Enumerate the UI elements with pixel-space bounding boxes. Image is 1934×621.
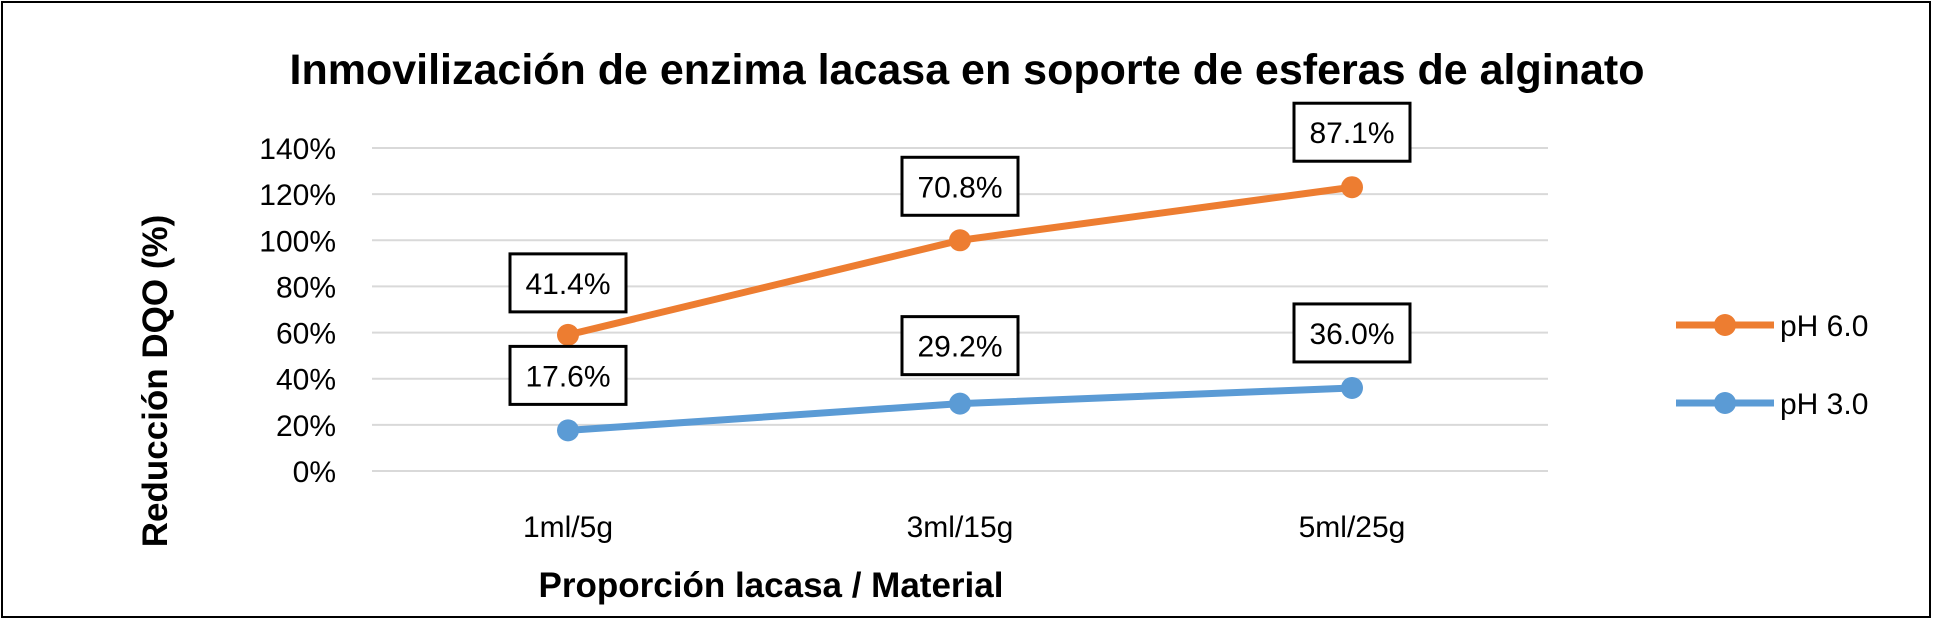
- y-axis-title: Reducción DQO (%): [136, 215, 175, 548]
- y-tick-label: 60%: [276, 318, 336, 351]
- legend-item: pH 6.0: [1676, 310, 1868, 343]
- series-ph-6-0: [557, 176, 1363, 346]
- data-label-text: 87.1%: [1309, 117, 1394, 150]
- y-axis-ticks: 0% 20% 40% 60% 80% 100% 120% 140%: [259, 133, 336, 489]
- data-point: [1341, 376, 1363, 399]
- data-point: [557, 323, 579, 346]
- x-tick-label: 3ml/15g: [907, 511, 1014, 544]
- data-label-text: 36.0%: [1309, 318, 1394, 351]
- y-tick-label: 80%: [276, 271, 336, 304]
- y-tick-label: 0%: [293, 456, 336, 489]
- data-label-text: 70.8%: [917, 171, 1002, 204]
- data-point: [1341, 176, 1363, 199]
- x-axis-title: Proporción lacasa / Material: [539, 566, 1004, 605]
- data-label: 36.0%: [1292, 302, 1412, 364]
- data-label: 70.8%: [900, 155, 1020, 217]
- data-label-box: [1292, 302, 1412, 364]
- legend: pH 6.0 pH 3.0: [1676, 310, 1868, 421]
- data-label-text: 41.4%: [525, 268, 610, 301]
- legend-label: pH 6.0: [1780, 310, 1868, 343]
- data-label-text: 29.2%: [917, 331, 1002, 364]
- data-label: 17.6%: [508, 344, 628, 406]
- y-tick-label: 140%: [259, 133, 336, 166]
- legend-marker: [1714, 392, 1736, 414]
- data-point: [949, 392, 971, 415]
- data-label-box: [900, 155, 1020, 217]
- chart-title: Inmovilización de enzima lacasa en sopor…: [290, 46, 1645, 94]
- data-label-text: 17.6%: [525, 360, 610, 393]
- data-point: [949, 229, 971, 252]
- data-label-box: [1292, 101, 1412, 163]
- data-label: 29.2%: [900, 315, 1020, 377]
- data-label: 87.1%: [1292, 101, 1412, 163]
- data-label: 41.4%: [508, 252, 628, 314]
- y-tick-label: 100%: [259, 225, 336, 258]
- data-label-box: [900, 315, 1020, 377]
- data-point: [557, 419, 579, 442]
- data-labels-layer: 41.4% 70.8% 87.1% 17.6% 29.2% 36.0%: [508, 101, 1412, 406]
- legend-item: pH 3.0: [1676, 388, 1868, 421]
- data-label-box: [508, 344, 628, 406]
- y-tick-label: 40%: [276, 364, 336, 397]
- y-tick-label: 20%: [276, 410, 336, 443]
- data-label-box: [508, 252, 628, 314]
- x-tick-label: 1ml/5g: [523, 511, 613, 544]
- x-axis-ticks: 1ml/5g 3ml/15g 5ml/25g: [523, 511, 1405, 544]
- y-tick-label: 120%: [259, 179, 336, 212]
- series-ph-3-0: [557, 376, 1363, 442]
- x-tick-label: 5ml/25g: [1299, 511, 1406, 544]
- series-layer: [557, 176, 1363, 442]
- legend-marker: [1714, 314, 1736, 336]
- legend-label: pH 3.0: [1780, 388, 1868, 421]
